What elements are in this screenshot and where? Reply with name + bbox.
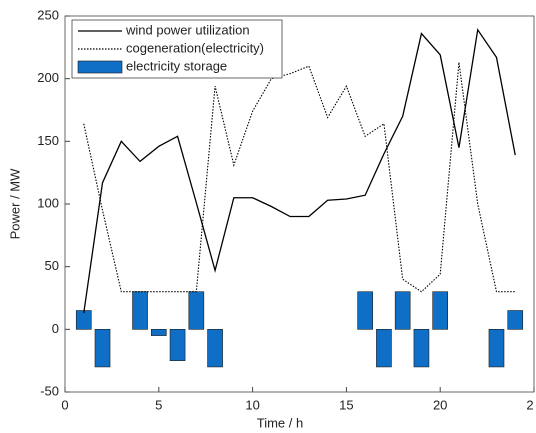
legend-label: wind power utilization: [125, 22, 250, 37]
y-axis-label: Power / MW: [7, 168, 22, 240]
bar: [488, 329, 505, 368]
x-tick-label: 20: [433, 397, 447, 412]
bar: [507, 310, 524, 330]
x-tick-label: 0: [61, 397, 68, 412]
y-tick-label: 0: [52, 321, 59, 336]
legend-swatch: [77, 60, 123, 74]
bar: [207, 329, 223, 368]
y-tick-label: -50: [40, 383, 59, 398]
legend-label: cogeneration(electricity): [126, 40, 264, 55]
bar: [394, 291, 411, 330]
x-tick-label: 10: [245, 397, 259, 412]
y-tick-label: 200: [37, 70, 59, 85]
bar: [94, 329, 111, 368]
bar: [169, 329, 186, 361]
bar: [75, 310, 92, 330]
bar: [432, 291, 449, 330]
y-tick-label: 50: [45, 258, 59, 273]
bar: [376, 329, 392, 368]
bar: [188, 291, 205, 330]
y-tick-label: 150: [37, 133, 59, 148]
bar: [357, 291, 373, 330]
bar: [132, 291, 148, 330]
bar: [150, 329, 167, 336]
bar: [413, 329, 430, 368]
x-tick-label: 2: [526, 397, 533, 412]
y-tick-label: 100: [37, 195, 59, 210]
x-tick-label: 15: [339, 397, 353, 412]
x-tick-label: 5: [155, 397, 162, 412]
line: [83, 28, 516, 314]
x-axis-label: Time / h: [257, 415, 303, 430]
legend-label: electricity storage: [126, 58, 227, 73]
line: [83, 62, 516, 293]
y-tick-label: 250: [37, 7, 59, 22]
